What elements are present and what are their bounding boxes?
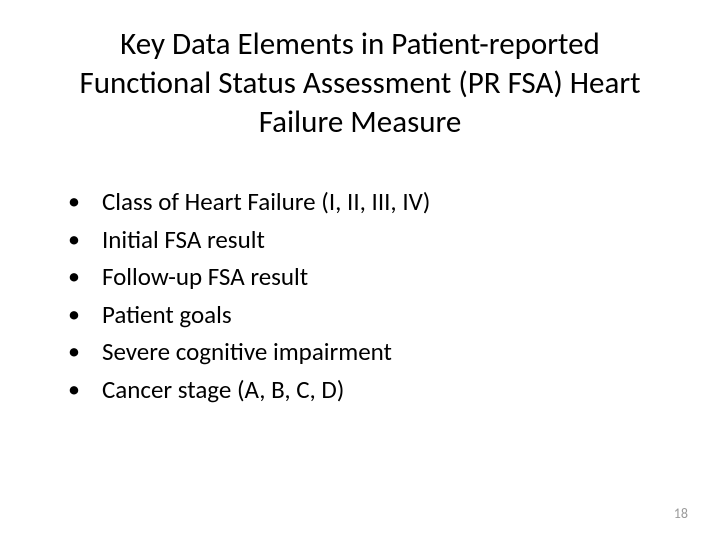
bullet-marker: • [68,374,80,405]
bullet-marker: • [68,224,80,255]
bullet-text: Severe cognitive impairment [102,336,392,369]
list-item: • Severe cognitive impairment [68,336,670,369]
list-item: • Initial FSA result [68,224,670,257]
page-number: 18 [674,505,688,522]
bullet-text: Initial FSA result [102,224,265,257]
list-item: • Cancer stage (A, B, C, D) [68,374,670,407]
bullet-text: Class of Heart Failure (I, II, III, IV) [102,186,430,219]
slide-container: Key Data Elements in Patient-reported Fu… [0,0,720,540]
bullet-marker: • [68,186,80,217]
slide-title: Key Data Elements in Patient-reported Fu… [50,25,670,141]
bullet-text: Cancer stage (A, B, C, D) [102,374,344,407]
bullet-list: • Class of Heart Failure (I, II, III, IV… [50,186,670,406]
list-item: • Patient goals [68,299,670,332]
bullet-marker: • [68,299,80,330]
list-item: • Follow-up FSA result [68,261,670,294]
bullet-text: Follow-up FSA result [102,261,308,294]
bullet-marker: • [68,261,80,292]
list-item: • Class of Heart Failure (I, II, III, IV… [68,186,670,219]
bullet-marker: • [68,336,80,367]
bullet-text: Patient goals [102,299,232,332]
